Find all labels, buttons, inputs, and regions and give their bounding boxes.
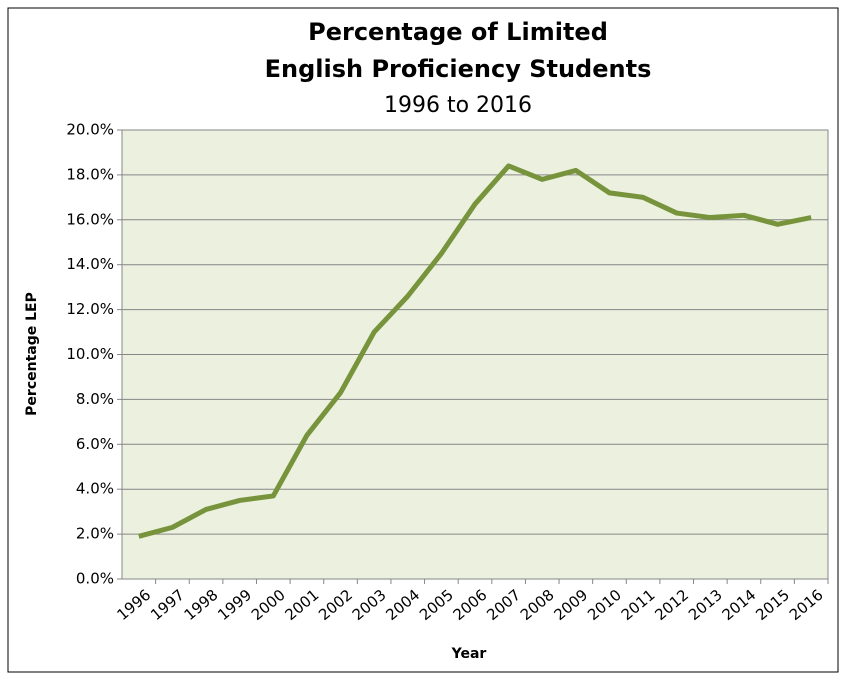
y-tick-label: 6.0%	[76, 435, 114, 453]
y-tick-label: 16.0%	[66, 210, 114, 228]
data-line	[138, 163, 812, 539]
x-axis-label: Year	[451, 646, 487, 662]
y-tick-label: 8.0%	[76, 390, 114, 408]
y-tick-label: 14.0%	[66, 255, 114, 273]
y-tick-label: 2.0%	[76, 525, 114, 543]
chart-subtitle: 1996 to 2016	[384, 93, 532, 118]
chart-title-line: English Proficiency Students	[265, 55, 652, 83]
y-tick-label: 20.0%	[66, 121, 114, 139]
y-tick-label: 12.0%	[66, 300, 114, 318]
y-tick-label: 18.0%	[66, 165, 114, 183]
y-tick-label: 4.0%	[76, 480, 114, 498]
y-tick-label: 10.0%	[66, 345, 114, 363]
y-axis-label: Percentage LEP	[24, 292, 40, 416]
y-tick-label: 0.0%	[76, 570, 114, 588]
chart-title-line: Percentage of Limited	[308, 18, 608, 46]
